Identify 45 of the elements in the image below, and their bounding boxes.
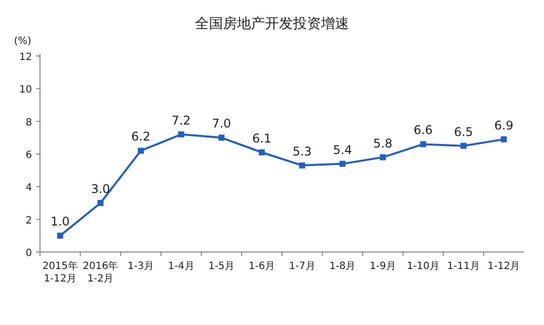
x-tick-label: 1-5月 (208, 261, 235, 272)
data-label: 6.1 (252, 131, 272, 146)
x-tick-label: 2015年 1-12月 (42, 260, 78, 284)
x-tick-label: 1-8月 (329, 261, 356, 272)
x-tick-label: 1-12月 (487, 261, 520, 272)
data-label: 6.9 (494, 118, 514, 132)
y-tick-label: 12 (19, 52, 32, 63)
point (380, 154, 386, 160)
point (258, 149, 265, 156)
x-tick-label: 1-10月 (406, 261, 440, 272)
data-label: 5.8 (373, 136, 392, 150)
y-tick-label: 6 (26, 150, 32, 161)
x-tick-label: 1-9月 (370, 261, 396, 272)
y-tick-label: 4 (26, 182, 32, 194)
point (138, 148, 144, 154)
y-tick-label: 10 (19, 84, 32, 96)
point (178, 131, 184, 138)
point (57, 232, 64, 239)
data-label: 6.6 (414, 123, 433, 138)
chart-title: 全国房地产开发投资增速 (195, 16, 349, 32)
data-label: 3.0 (90, 182, 110, 196)
point (460, 142, 466, 149)
data-label: 7.2 (172, 113, 191, 128)
x-tick-label: 1-7月 (288, 261, 316, 272)
data-label: 1.0 (50, 214, 70, 229)
point (500, 136, 507, 142)
data-label: 7.0 (212, 116, 232, 131)
x-tick-label: 1-6月 (248, 261, 276, 272)
point (340, 160, 346, 167)
y-tick-label: 2 (26, 215, 32, 226)
point (218, 134, 224, 141)
y-tick-label: 8 (26, 117, 32, 128)
data-label: 5.3 (292, 144, 312, 158)
y-tick-label: 0 (26, 248, 32, 259)
x-tick-label: 2016年 1-2月 (82, 260, 118, 284)
data-label: 6.2 (131, 130, 150, 144)
data-label: 6.5 (454, 124, 474, 139)
y-axis-title: (%) (14, 36, 32, 47)
x-tick-label: 1-3月 (128, 261, 154, 272)
data-label: 5.4 (332, 142, 352, 157)
point (98, 200, 104, 206)
x-tick-label: 1-4月 (168, 261, 194, 272)
point (299, 162, 306, 168)
x-tick-label: 1-11月 (447, 261, 480, 272)
point (420, 141, 426, 148)
